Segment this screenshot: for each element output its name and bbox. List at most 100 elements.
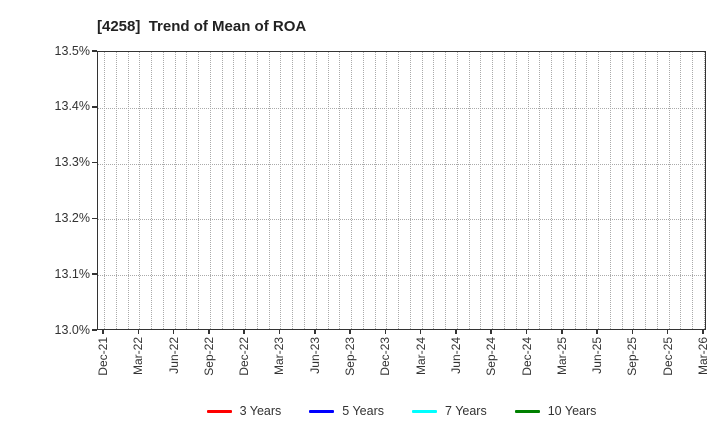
gridline-vertical bbox=[468, 52, 470, 329]
legend-item-5-years: 5 Years bbox=[309, 402, 384, 420]
legend-line-swatch bbox=[309, 409, 335, 413]
x-tick-mark bbox=[208, 330, 210, 334]
plot-area bbox=[97, 51, 706, 330]
gridline-vertical bbox=[162, 52, 164, 329]
legend-label: 3 Years bbox=[239, 404, 282, 418]
gridline-vertical bbox=[645, 52, 647, 329]
gridline-vertical bbox=[115, 52, 117, 329]
gridline-vertical bbox=[104, 52, 105, 329]
gridline-vertical bbox=[527, 52, 529, 329]
gridline-vertical bbox=[268, 52, 270, 329]
gridline-vertical bbox=[198, 52, 200, 329]
x-tick-label: Jun-23 bbox=[307, 337, 322, 374]
gridline-vertical bbox=[386, 52, 388, 329]
legend-label: 7 Years bbox=[445, 404, 487, 418]
x-tick-label: Mar-26 bbox=[696, 337, 710, 376]
gridline-vertical bbox=[539, 52, 541, 329]
gridline-vertical bbox=[680, 52, 682, 329]
gridline-vertical bbox=[292, 52, 294, 329]
x-tick-label: Jun-24 bbox=[448, 337, 463, 374]
gridline-vertical bbox=[339, 52, 341, 329]
x-tick-label: Jun-25 bbox=[590, 337, 605, 374]
gridline-vertical bbox=[139, 52, 141, 329]
legend-item-3-years: 3 Years bbox=[206, 402, 282, 420]
gridline-vertical bbox=[445, 52, 447, 329]
legend: 3 Years 5 Years 7 Years 10 Years bbox=[97, 401, 706, 421]
y-tick-mark bbox=[92, 106, 97, 108]
gridline-vertical bbox=[668, 52, 670, 329]
y-tick-mark bbox=[92, 273, 97, 275]
y-tick-label: 13.4% bbox=[54, 99, 90, 114]
x-tick-mark bbox=[314, 330, 316, 334]
gridline-vertical bbox=[633, 52, 635, 329]
gridline-vertical bbox=[233, 52, 235, 329]
y-tick-mark bbox=[92, 217, 97, 220]
x-tick-mark bbox=[102, 330, 104, 334]
x-tick-label: Dec-22 bbox=[237, 337, 252, 376]
gridline-vertical bbox=[245, 52, 247, 329]
gridline-vertical bbox=[209, 52, 211, 329]
y-tick-label: 13.1% bbox=[54, 266, 90, 281]
gridline-vertical bbox=[315, 52, 317, 329]
x-tick-mark bbox=[631, 330, 634, 334]
x-tick-label: Sep-23 bbox=[343, 337, 358, 376]
x-tick-label: Sep-24 bbox=[484, 337, 499, 376]
y-tick-label: 13.2% bbox=[54, 210, 90, 225]
x-tick-mark bbox=[172, 330, 175, 334]
y-tick-label: 13.3% bbox=[54, 155, 90, 170]
x-tick-mark bbox=[137, 330, 140, 334]
gridline-vertical bbox=[692, 52, 694, 329]
x-tick-mark bbox=[278, 330, 281, 334]
x-tick-label: Dec-24 bbox=[519, 337, 534, 376]
gridline-horizontal bbox=[98, 275, 705, 277]
legend-line-swatch bbox=[412, 409, 438, 413]
x-tick-mark bbox=[349, 330, 351, 334]
x-tick-mark bbox=[490, 330, 492, 334]
gridline-vertical bbox=[562, 52, 564, 329]
chart-title: [4258] Trend of Mean of ROA bbox=[97, 18, 307, 35]
gridline-vertical bbox=[421, 52, 423, 329]
x-tick-mark bbox=[596, 330, 598, 334]
gridline-vertical bbox=[574, 52, 576, 329]
gridline-vertical bbox=[621, 52, 623, 329]
y-tick-label: 13.5% bbox=[54, 43, 90, 58]
gridline-vertical bbox=[504, 52, 505, 329]
gridline-vertical bbox=[515, 52, 517, 329]
x-tick-mark bbox=[419, 330, 422, 334]
legend-line-swatch bbox=[206, 409, 232, 413]
x-tick-label: Mar-22 bbox=[131, 337, 146, 376]
legend-label: 5 Years bbox=[342, 404, 385, 418]
y-tick-mark bbox=[92, 161, 97, 164]
gridline-vertical bbox=[186, 52, 188, 329]
x-tick-mark bbox=[243, 330, 245, 334]
gridline-vertical bbox=[304, 52, 305, 329]
gridline-vertical bbox=[221, 52, 223, 329]
x-tick-label: Dec-21 bbox=[96, 337, 110, 376]
x-tick-label: Mar-24 bbox=[413, 337, 428, 376]
gridline-vertical bbox=[327, 52, 329, 329]
gridline-vertical bbox=[492, 52, 494, 329]
legend-label: 10 Years bbox=[547, 404, 597, 418]
gridline-vertical bbox=[362, 52, 364, 329]
gridline-vertical bbox=[398, 52, 400, 329]
gridline-vertical bbox=[151, 52, 153, 329]
legend-item-10-years: 10 Years bbox=[514, 402, 597, 420]
gridline-vertical bbox=[586, 52, 588, 329]
x-tick-label: Sep-25 bbox=[625, 337, 640, 376]
x-tick-label: Dec-25 bbox=[660, 337, 675, 376]
legend-line-swatch bbox=[514, 409, 540, 413]
x-tick-label: Mar-25 bbox=[554, 337, 569, 376]
gridline-vertical bbox=[409, 52, 411, 329]
x-tick-mark bbox=[702, 330, 704, 334]
x-tick-mark bbox=[561, 330, 563, 334]
gridline-horizontal bbox=[98, 107, 705, 109]
y-tick-mark bbox=[92, 329, 97, 331]
gridline-vertical bbox=[127, 52, 129, 329]
legend-item-7-years: 7 Years bbox=[412, 402, 487, 420]
x-tick-mark bbox=[666, 330, 669, 334]
gridline-horizontal bbox=[98, 219, 705, 221]
gridline-vertical bbox=[609, 52, 611, 329]
gridline-vertical bbox=[374, 52, 376, 329]
gridline-vertical bbox=[433, 52, 435, 329]
